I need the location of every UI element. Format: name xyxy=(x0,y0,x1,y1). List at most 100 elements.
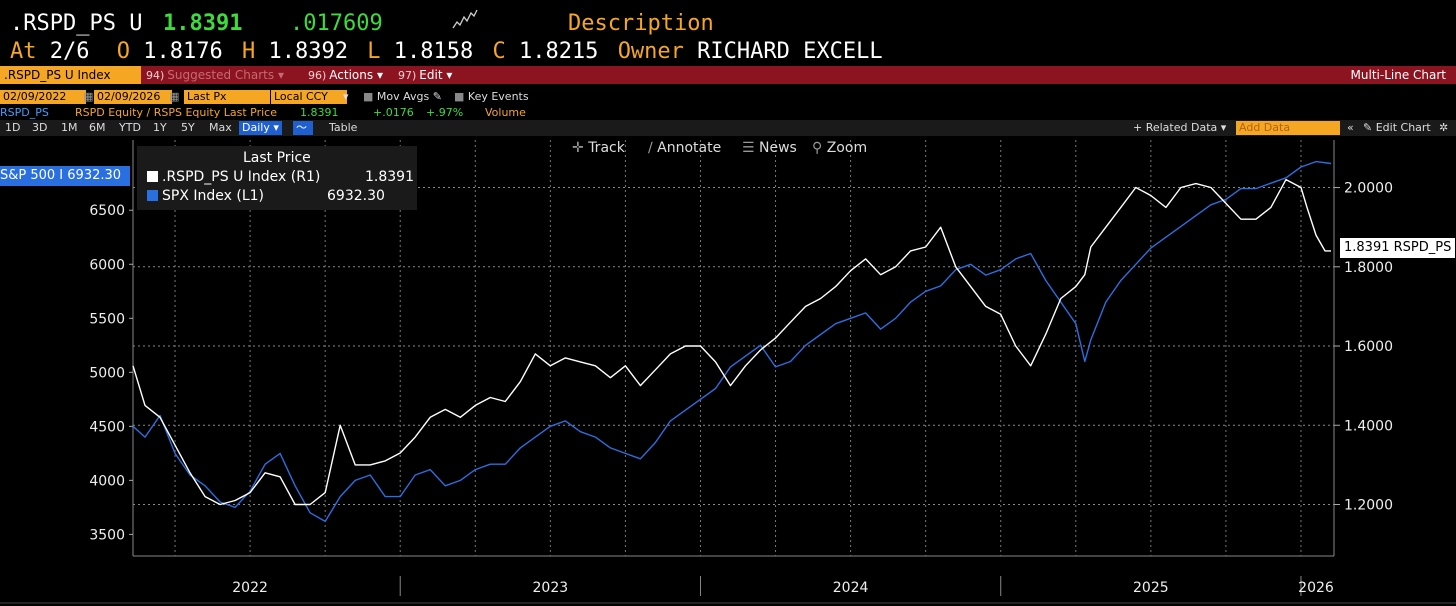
related-label: + Related Data xyxy=(1133,121,1218,134)
zoom-label: Zoom xyxy=(826,140,868,156)
range-6m[interactable]: 6M xyxy=(89,121,106,134)
x-tick-label: 2025 xyxy=(1133,580,1169,596)
ticker: .RSPD_PS U xyxy=(10,11,143,36)
chevron-down-icon[interactable]: ▾ xyxy=(343,90,349,103)
news-label: News xyxy=(759,140,797,156)
period-select[interactable]: Daily ▾ xyxy=(239,121,282,135)
calendar-icon[interactable]: ▦ xyxy=(169,90,180,103)
end-date-field[interactable]: 02/09/2026 xyxy=(94,90,172,104)
edit-chart-label: Edit Chart xyxy=(1375,121,1431,134)
left-tick-label: 4500 xyxy=(89,419,125,435)
function-bar: .RSPD_PS U Index 94) Suggested Charts ▾ 9… xyxy=(0,66,1456,84)
x-tick-label: 2026 xyxy=(1298,580,1334,596)
ratio-last-flag: 1.8391 RSPD_PS xyxy=(1340,238,1456,258)
news-tool[interactable]: ☰ News xyxy=(742,138,797,158)
ratio-swatch xyxy=(147,171,158,182)
left-tick-label: 6000 xyxy=(89,257,125,273)
right-tick-label: 1.8000 xyxy=(1344,260,1393,276)
x-tick-label: 2024 xyxy=(833,580,869,596)
checkbox-icon: ■ xyxy=(454,90,465,103)
open-label: O xyxy=(116,39,130,64)
mov-avgs-toggle[interactable]: ■ Mov Avgs ✎ xyxy=(363,90,442,104)
edit-label: Edit xyxy=(419,68,443,82)
edit-menu[interactable]: 97) Edit ▾ xyxy=(394,66,456,84)
zoom-tool[interactable]: ⚲ Zoom xyxy=(812,138,867,158)
legend-series-ratio: .RSPD_PS U Index (R1) xyxy=(147,169,320,185)
legend-series-spx: SPX Index (L1) xyxy=(147,188,264,204)
low-value: 1.8158 xyxy=(393,39,474,64)
chevron-down-icon: ▾ xyxy=(446,68,453,82)
last-price: 1.8391 xyxy=(163,11,243,36)
right-tick-label: 1.2000 xyxy=(1344,497,1393,513)
high-label: H xyxy=(241,39,256,64)
key-events-toggle[interactable]: ■ Key Events xyxy=(454,90,529,104)
security-field[interactable]: .RSPD_PS U Index xyxy=(0,66,141,84)
currency-select[interactable]: Local CCY xyxy=(271,90,347,104)
open-value: 1.8176 xyxy=(143,39,223,64)
owner-label: Owner xyxy=(617,39,684,64)
range-1m[interactable]: 1M xyxy=(61,121,78,134)
edit-chart-button[interactable]: ✎ Edit Chart xyxy=(1360,121,1434,135)
left-tick-label: 4000 xyxy=(89,473,125,489)
related-data-menu[interactable]: + Related Data ▾ xyxy=(1133,121,1227,134)
at-label: At xyxy=(10,39,37,64)
chevron-down-icon: ▾ xyxy=(376,68,383,82)
legend-spx-value: 6932.30 xyxy=(327,188,385,204)
table-button[interactable]: Table xyxy=(329,121,358,134)
close-value: 1.8215 xyxy=(518,39,599,64)
legend-ratio-value: 1.8391 xyxy=(365,169,414,185)
track-label: Track xyxy=(588,140,625,156)
spx-swatch xyxy=(147,190,158,201)
sparkline-icon xyxy=(452,9,478,29)
left-tick-label: 5500 xyxy=(89,311,125,327)
line-chart-icon[interactable]: 〜 xyxy=(293,121,313,135)
gear-icon[interactable]: ✲ xyxy=(1439,121,1449,134)
legend-ratio-name: .RSPD_PS U Index (R1) xyxy=(162,169,321,185)
range-ytd[interactable]: YTD xyxy=(119,121,141,134)
period-label: Daily xyxy=(242,121,270,134)
description-label[interactable]: Description xyxy=(568,11,714,36)
pencil-icon: ✎ xyxy=(432,90,442,103)
magnifier-icon: ⚲ xyxy=(812,140,823,156)
range-3d[interactable]: 3D xyxy=(32,121,48,134)
chart-area: 1.2000 1.4000 1.6000 1.8000 2.0000 3500 4000 45… xyxy=(0,140,1456,604)
info-ticker: RSPD_PS xyxy=(0,106,49,119)
checkbox-icon: ■ xyxy=(363,90,374,103)
range-5y[interactable]: 5Y xyxy=(181,121,195,134)
mov-avgs-label: Mov Avgs xyxy=(376,90,430,103)
chart-type-label: Multi-Line Chart xyxy=(1350,68,1446,82)
high-value: 1.8392 xyxy=(268,39,348,64)
right-tick-label: 2.0000 xyxy=(1344,181,1393,197)
right-tick-label: 1.4000 xyxy=(1344,418,1393,434)
range-1d[interactable]: 1D xyxy=(5,121,21,134)
start-date-field[interactable]: 02/09/2022 xyxy=(0,90,86,104)
spx-last-flag: S&P 500 I 6932.30 xyxy=(0,166,130,186)
pencil-icon: ∕ xyxy=(648,140,653,156)
chevron-down-icon: ▾ xyxy=(277,68,284,82)
suggested-label: Suggested Charts xyxy=(167,68,275,82)
change-value: .017609 xyxy=(290,11,383,36)
actions-num: 96) xyxy=(308,69,327,82)
actions-label: Actions xyxy=(329,68,374,82)
low-label: L xyxy=(367,39,381,64)
track-tool[interactable]: ✛ Track xyxy=(572,138,625,158)
annotate-label: Annotate xyxy=(657,140,722,156)
info-volume: Volume xyxy=(485,106,526,119)
left-tick-label: 5000 xyxy=(89,365,125,381)
info-pct: +.97% xyxy=(426,106,464,119)
collapse-icon[interactable]: « xyxy=(1347,121,1354,134)
edit-num: 97) xyxy=(398,69,417,82)
range-1y[interactable]: 1Y xyxy=(153,121,167,134)
suggested-charts-menu[interactable]: 94) Suggested Charts ▾ xyxy=(142,66,288,84)
annotate-tool[interactable]: ∕ Annotate xyxy=(648,138,721,158)
chart-legend: Last Price .RSPD_PS U Index (R1) 1.8391 … xyxy=(137,146,417,210)
legend-spx-name: SPX Index (L1) xyxy=(162,188,264,204)
add-data-input[interactable]: Add Data xyxy=(1236,121,1340,135)
owner-value: RICHARD EXCELL xyxy=(697,39,883,64)
actions-menu[interactable]: 96) Actions ▾ xyxy=(304,66,387,84)
info-change: +.0176 xyxy=(373,106,414,119)
range-max[interactable]: Max xyxy=(209,121,232,134)
right-tick-label: 1.6000 xyxy=(1344,339,1393,355)
field-select[interactable]: Last Px xyxy=(184,90,270,104)
ratio-series-line xyxy=(132,178,1331,506)
